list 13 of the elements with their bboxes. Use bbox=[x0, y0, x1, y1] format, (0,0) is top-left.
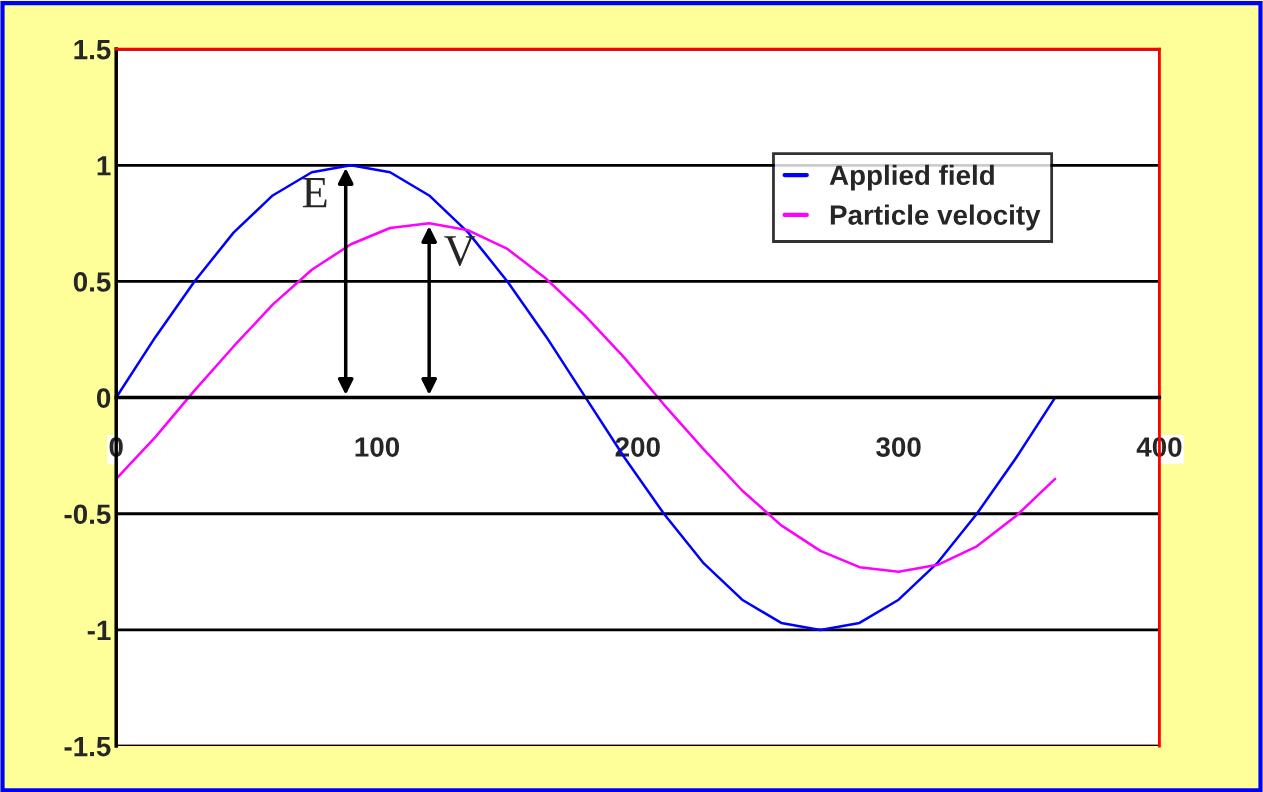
annotation: E bbox=[302, 178, 327, 208]
legend-label: Applied field bbox=[829, 164, 994, 191]
y-tick-label: 0 bbox=[96, 388, 111, 408]
y-tick-label: 1 bbox=[97, 156, 111, 176]
x-tick-label: 300 bbox=[876, 437, 921, 457]
y-tick-label: -1 bbox=[87, 620, 111, 640]
y-tick-label: -1.5 bbox=[64, 737, 111, 757]
x-tick-label: 100 bbox=[355, 437, 400, 457]
y-tick-label: 0.5 bbox=[73, 272, 111, 292]
y-tick-label: -0.5 bbox=[64, 504, 111, 525]
annotation: V bbox=[444, 236, 476, 266]
legend-label: Particle velocity bbox=[830, 204, 1041, 231]
y-tick-label: 1.5 bbox=[74, 40, 111, 60]
